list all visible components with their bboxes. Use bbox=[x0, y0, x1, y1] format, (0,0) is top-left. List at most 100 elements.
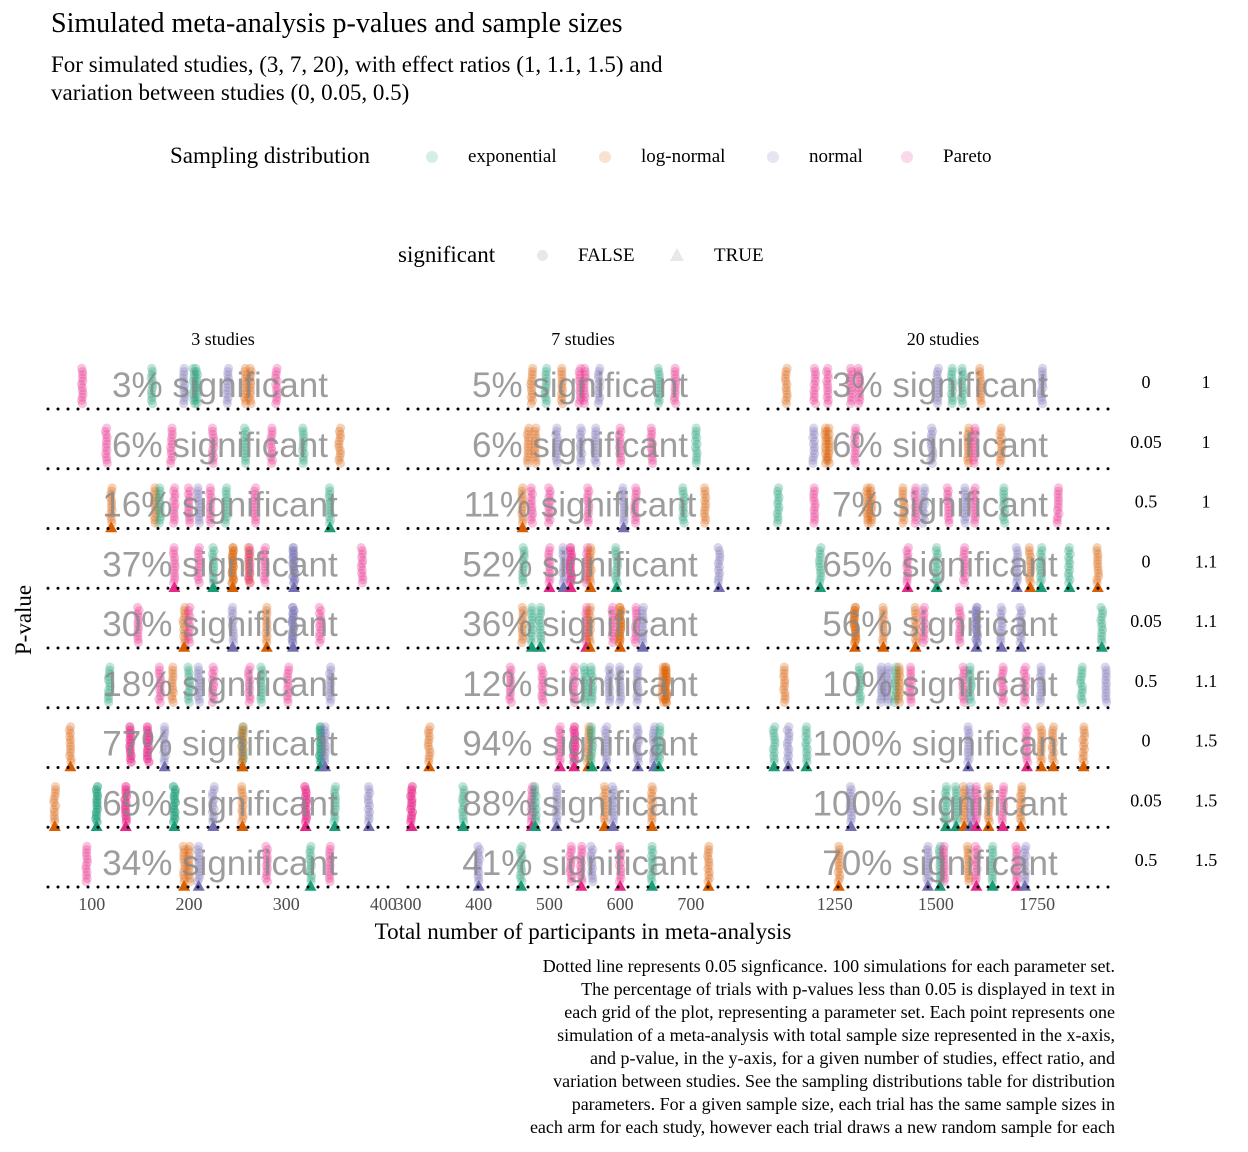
point-not-significant bbox=[1015, 631, 1025, 641]
point-not-significant bbox=[632, 612, 642, 622]
point-not-significant bbox=[670, 367, 680, 377]
point-not-significant bbox=[593, 386, 603, 396]
point-not-significant bbox=[407, 782, 417, 792]
point-not-significant bbox=[947, 399, 957, 409]
point-not-significant bbox=[518, 502, 528, 512]
point-not-significant bbox=[861, 486, 872, 496]
facet-label-variation: 0.05 bbox=[1130, 611, 1162, 631]
point-not-significant bbox=[526, 634, 536, 645]
point-not-significant bbox=[530, 436, 540, 446]
point-not-significant bbox=[678, 483, 688, 493]
point-not-significant bbox=[692, 439, 702, 449]
point-not-significant bbox=[180, 612, 190, 622]
point-not-significant bbox=[854, 392, 865, 402]
point-not-significant bbox=[713, 575, 723, 585]
point-not-significant bbox=[77, 363, 87, 373]
point-not-significant bbox=[228, 634, 238, 645]
point-not-significant bbox=[960, 565, 970, 575]
panel bbox=[406, 423, 758, 471]
point-not-significant bbox=[249, 486, 259, 496]
panel bbox=[766, 363, 1118, 411]
point-not-significant bbox=[815, 562, 825, 572]
facet-label-effect-ratio: 1 bbox=[1202, 372, 1211, 392]
point-not-significant bbox=[262, 602, 272, 613]
point-not-significant bbox=[582, 606, 592, 616]
point-not-significant bbox=[1000, 518, 1010, 528]
point-not-significant bbox=[575, 386, 585, 396]
point-not-significant bbox=[847, 383, 857, 393]
point-not-significant bbox=[701, 492, 711, 503]
point-not-significant bbox=[134, 606, 144, 616]
point-not-significant bbox=[185, 612, 195, 622]
point-not-significant bbox=[528, 508, 538, 519]
point-not-significant bbox=[678, 505, 688, 515]
panel bbox=[406, 543, 758, 593]
percent-significant-label: 5% significant bbox=[472, 366, 688, 405]
point-not-significant bbox=[536, 618, 546, 629]
point-not-significant bbox=[584, 609, 594, 619]
point-not-significant bbox=[853, 363, 863, 373]
point-not-significant bbox=[631, 628, 641, 638]
point-not-significant bbox=[1093, 549, 1103, 559]
point-not-significant bbox=[932, 386, 942, 396]
panel bbox=[46, 483, 398, 533]
facet-label-effect-ratio: 1.5 bbox=[1195, 790, 1218, 810]
point-not-significant bbox=[208, 429, 218, 440]
point-not-significant bbox=[1097, 609, 1108, 619]
point-not-significant bbox=[581, 609, 591, 619]
point-not-significant bbox=[240, 363, 250, 373]
point-not-significant bbox=[586, 618, 596, 629]
point-not-significant bbox=[902, 571, 913, 582]
point-not-significant bbox=[976, 376, 986, 386]
point-not-significant bbox=[824, 436, 834, 446]
point-not-significant bbox=[815, 559, 825, 569]
point-not-significant bbox=[324, 492, 334, 503]
caption-line: each arm for each study, however each tr… bbox=[529, 1117, 1115, 1137]
point-not-significant bbox=[148, 399, 158, 409]
point-not-significant bbox=[715, 552, 725, 562]
point-not-significant bbox=[575, 429, 585, 440]
point-not-significant bbox=[272, 389, 282, 399]
point-not-significant bbox=[208, 575, 218, 585]
point-not-significant bbox=[902, 559, 912, 569]
point-not-significant bbox=[193, 546, 203, 556]
point-not-significant bbox=[590, 449, 600, 459]
point-not-significant bbox=[245, 552, 255, 562]
point-not-significant bbox=[863, 512, 873, 522]
point-not-significant bbox=[168, 549, 179, 559]
point-not-significant bbox=[192, 392, 202, 402]
point-not-significant bbox=[357, 559, 367, 569]
point-not-significant bbox=[964, 426, 974, 436]
point-not-significant bbox=[195, 502, 205, 512]
point-not-significant bbox=[1097, 618, 1107, 629]
point-not-significant bbox=[193, 571, 203, 582]
point-not-significant bbox=[299, 449, 309, 459]
point-not-significant bbox=[933, 392, 943, 402]
point-not-significant bbox=[866, 486, 876, 496]
point-not-significant bbox=[534, 612, 545, 622]
point-not-significant bbox=[902, 546, 912, 556]
x-axis-title: Total number of participants in meta-ana… bbox=[375, 919, 792, 944]
point-not-significant bbox=[261, 606, 272, 616]
point-not-significant bbox=[581, 634, 592, 645]
point-not-significant bbox=[154, 492, 164, 503]
point-not-significant bbox=[146, 386, 157, 396]
point-not-significant bbox=[519, 552, 529, 562]
x-tick-label: 1250 bbox=[817, 894, 853, 914]
facet-label-variation: 0.5 bbox=[1135, 850, 1158, 870]
point-not-significant bbox=[260, 568, 271, 578]
point-not-significant bbox=[239, 433, 250, 443]
point-not-significant bbox=[193, 486, 203, 496]
chart-caption: Dotted line represents 0.05 signficance.… bbox=[395, 955, 1115, 1139]
point-not-significant bbox=[638, 631, 648, 641]
point-not-significant bbox=[169, 508, 179, 519]
point-not-significant bbox=[528, 363, 538, 373]
point-not-significant bbox=[903, 549, 913, 559]
point-not-significant bbox=[107, 496, 117, 506]
point-not-significant bbox=[522, 455, 532, 465]
point-not-significant bbox=[647, 449, 658, 459]
point-not-significant bbox=[853, 383, 864, 393]
point-not-significant bbox=[245, 383, 255, 393]
point-not-significant bbox=[527, 367, 537, 377]
point-not-significant bbox=[150, 512, 160, 522]
